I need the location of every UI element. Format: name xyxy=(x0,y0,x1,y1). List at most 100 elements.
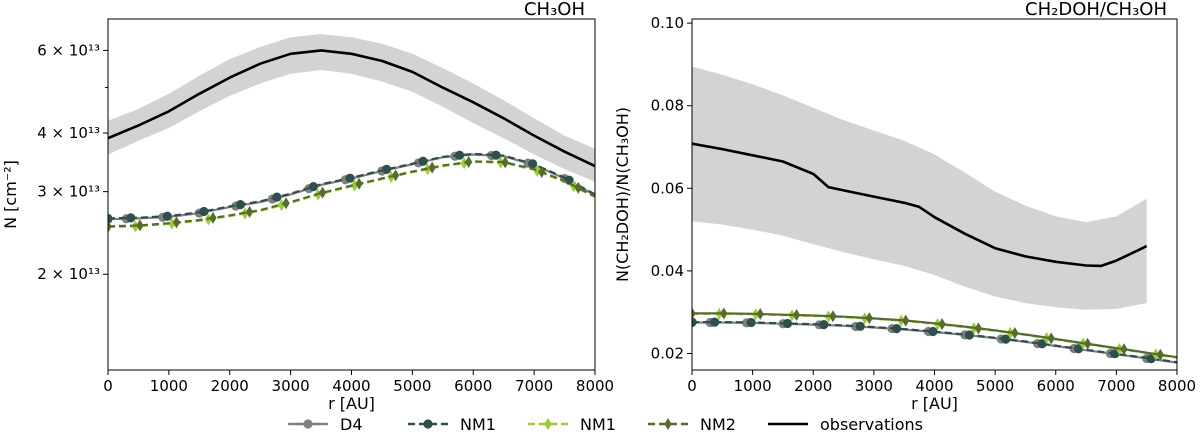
data-point xyxy=(1120,343,1128,356)
x-tick-label: 5000 xyxy=(976,377,1014,395)
data-point xyxy=(282,197,290,210)
data-point xyxy=(855,321,865,331)
data-point xyxy=(1001,334,1011,344)
data-point xyxy=(355,177,363,190)
data-point xyxy=(1011,327,1019,340)
data-point xyxy=(692,317,697,327)
y-tick-label: 4 × 10¹³ xyxy=(37,124,100,142)
x-tick-label: 7000 xyxy=(1097,377,1135,395)
series-nm2 xyxy=(692,307,1177,361)
legend-label: NM1 xyxy=(460,415,496,432)
data-point xyxy=(168,217,176,230)
y-axis-label: N [cm⁻²] xyxy=(1,160,20,229)
y-tick-label: 0.08 xyxy=(651,97,684,115)
panel-title: CH₂DOH/CH₃OH xyxy=(1025,0,1167,20)
x-tick-label: 6000 xyxy=(454,377,492,395)
y-tick-label: 0.04 xyxy=(651,262,684,280)
data-point xyxy=(108,213,113,224)
data-point xyxy=(533,164,541,177)
data-point xyxy=(1110,349,1120,359)
legend-label: D4 xyxy=(340,415,363,432)
x-tick-label: 8000 xyxy=(1158,377,1196,395)
data-point xyxy=(272,192,282,202)
data-point xyxy=(782,318,793,329)
data-point xyxy=(277,199,286,212)
data-point xyxy=(392,169,400,182)
data-point xyxy=(418,156,428,166)
x-tick-label: 3000 xyxy=(855,377,893,395)
data-point xyxy=(318,186,327,199)
x-axis-label: r [AU] xyxy=(328,394,375,413)
x-tick-label: 2000 xyxy=(211,377,249,395)
data-point xyxy=(108,220,112,233)
data-point xyxy=(235,200,246,210)
x-tick-label: 1000 xyxy=(150,377,188,395)
y-tick-label: 6 × 10¹³ xyxy=(37,41,100,59)
data-point xyxy=(465,156,473,169)
data-point xyxy=(964,330,974,340)
data-point xyxy=(136,219,144,232)
panel-2 xyxy=(687,18,1178,375)
panel-title: CH₃OH xyxy=(524,0,585,20)
data-point xyxy=(865,312,873,325)
data-point xyxy=(491,150,501,160)
plot-area xyxy=(692,66,1177,364)
data-point xyxy=(892,324,902,334)
legend-item-nm2 xyxy=(648,418,688,430)
data-point xyxy=(460,157,468,170)
data-point xyxy=(902,314,910,327)
x-tick-label: 7000 xyxy=(515,377,553,395)
x-tick-label: 1000 xyxy=(734,377,772,395)
series-nm1 xyxy=(108,150,595,224)
uncertainty-band xyxy=(692,66,1147,310)
x-tick-label: 5000 xyxy=(393,377,431,395)
data-point xyxy=(1083,337,1092,350)
data-point xyxy=(829,310,837,323)
legend-label: observations xyxy=(820,415,923,432)
data-point xyxy=(245,205,254,218)
series-line xyxy=(108,160,595,229)
data-point xyxy=(819,319,829,330)
plot-area xyxy=(108,34,595,234)
data-point xyxy=(308,181,319,192)
data-point xyxy=(928,326,938,337)
data-point xyxy=(938,318,946,331)
data-point xyxy=(199,206,209,217)
data-point xyxy=(381,164,392,174)
data-point xyxy=(1047,332,1055,345)
y-tick-label: 2 × 10¹³ xyxy=(37,265,100,283)
data-point xyxy=(1156,348,1164,361)
data-point xyxy=(209,211,217,224)
legend-marker xyxy=(303,419,313,429)
data-point xyxy=(162,211,172,221)
legend-marker xyxy=(423,419,433,429)
y-tick-label: 0.06 xyxy=(651,179,684,197)
legend xyxy=(288,418,808,430)
legend-marker xyxy=(544,418,552,430)
x-tick-label: 0 xyxy=(103,377,113,395)
data-point xyxy=(501,156,509,169)
data-point xyxy=(574,181,582,194)
data-point xyxy=(528,159,538,169)
legend-item-nm1 xyxy=(408,419,448,429)
data-point xyxy=(126,213,136,223)
legend-marker xyxy=(664,418,672,430)
y-axis-label: N(CH₂DOH)/N(CH₃OH) xyxy=(613,107,632,282)
y-tick-label: 3 × 10¹³ xyxy=(37,183,100,201)
data-point xyxy=(454,150,465,160)
legend-label: NM1 xyxy=(580,415,616,432)
series-line xyxy=(108,49,595,168)
y-tick-label: 0.10 xyxy=(651,14,684,32)
panel-1 xyxy=(103,18,596,375)
data-point xyxy=(710,317,720,327)
data-point xyxy=(746,317,756,328)
x-axis-label: r [AU] xyxy=(911,394,958,413)
data-point xyxy=(345,173,355,183)
x-tick-label: 4000 xyxy=(332,377,370,395)
legend-item-nm1 xyxy=(528,418,568,430)
series-observations xyxy=(108,49,595,168)
x-tick-label: 6000 xyxy=(1037,377,1075,395)
x-tick-label: 3000 xyxy=(272,377,310,395)
series-nm1 xyxy=(692,317,1177,364)
